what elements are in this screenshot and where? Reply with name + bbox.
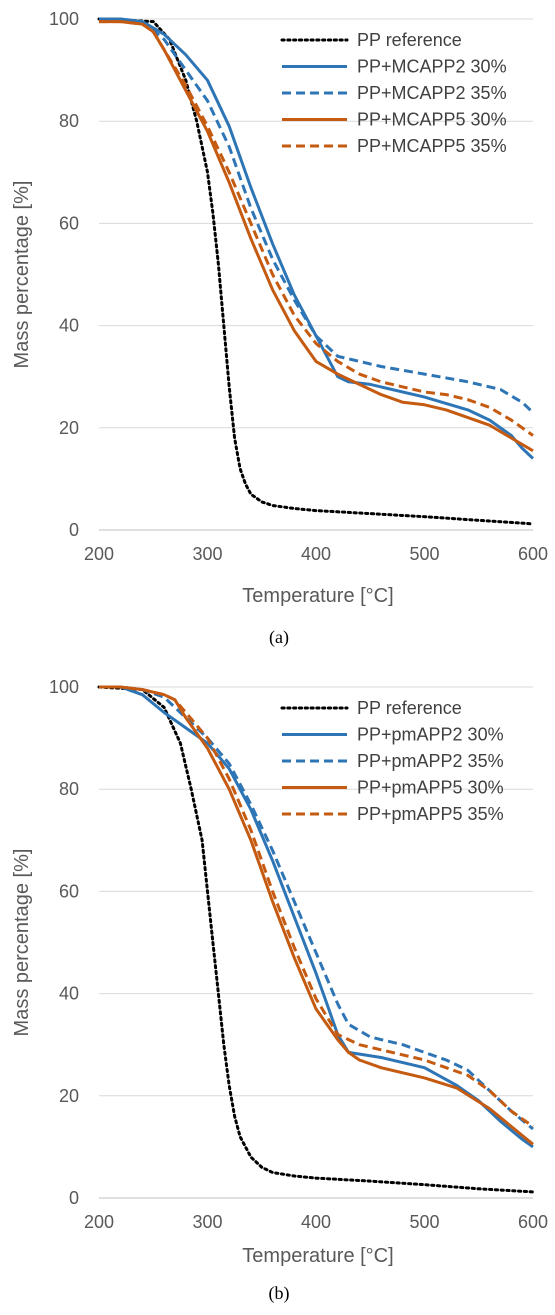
legend-label-pp-mcapp5-30: PP+MCAPP5 30% (357, 110, 507, 130)
x-tick-label-400: 400 (301, 544, 331, 564)
legend-label-pp-pmapp2-30: PP+pmAPP2 30% (357, 725, 504, 745)
legend: PP reference PP+pmAPP2 30% PP+pmAPP2 35% PP… (280, 698, 504, 824)
legend-label-pp-mcapp2-30: PP+MCAPP2 30% (357, 57, 507, 77)
series-line-pp-mcapp5-35 (99, 20, 534, 437)
series-line-pp-mcapp2-35 (99, 17, 535, 414)
y-tick-label-80: 80 (59, 111, 79, 131)
y-tick-label-20: 20 (59, 418, 79, 438)
y-axis-title: Mass percentage [%] (11, 181, 33, 369)
x-tick-label-200: 200 (84, 544, 114, 564)
x-tick-label-200: 200 (84, 1212, 114, 1232)
x-tick-label-500: 500 (409, 544, 439, 564)
x-tick-label-300: 300 (192, 544, 222, 564)
y-tick-label-40: 40 (59, 984, 79, 1004)
x-tick-label-600: 600 (518, 1212, 548, 1232)
series-line-pp-mcapp5-30 (99, 20, 534, 453)
x-tick-label-300: 300 (192, 1212, 222, 1232)
x-tick-label-400: 400 (301, 1212, 331, 1232)
legend-label-pp-mcapp5-35: PP+MCAPP5 35% (357, 136, 507, 156)
series-line-pp-pmapp5-35 (99, 685, 534, 1128)
legend-label-pp-reference: PP reference (357, 30, 462, 50)
legend-label-pp-mcapp2-35: PP+MCAPP2 35% (357, 83, 507, 103)
legend-label-pp-reference: PP reference (357, 698, 462, 718)
series-line-pp-pmapp5-30 (99, 685, 534, 1146)
x-axis-title: Temperature [°C] (242, 1245, 393, 1267)
series-line-pp-pmapp2-35 (99, 685, 534, 1131)
panel-caption: (b) (269, 1283, 290, 1304)
y-tick-label-0: 0 (69, 1188, 79, 1208)
y-tick-label-40: 40 (59, 316, 79, 336)
x-tick-label-500: 500 (409, 1212, 439, 1232)
chart-panel-a: 0 20 40 60 80 100 200 300 400 500 600 Temperature [… (11, 9, 548, 648)
x-tick-label-600: 600 (518, 544, 548, 564)
y-tick-label-60: 60 (59, 881, 79, 901)
y-tick-label-60: 60 (59, 213, 79, 233)
legend-label-pp-pmapp5-30: PP+pmAPP5 30% (357, 778, 504, 798)
y-tick-label-80: 80 (59, 779, 79, 799)
x-axis-title: Temperature [°C] (242, 585, 393, 607)
legend-label-pp-pmapp2-35: PP+pmAPP2 35% (357, 751, 504, 771)
legend-label-pp-pmapp5-35: PP+pmAPP5 35% (357, 804, 504, 824)
y-tick-label-100: 100 (49, 677, 79, 697)
panel-caption: (a) (269, 627, 289, 648)
y-tick-label-100: 100 (49, 9, 79, 29)
y-axis-title: Mass percentage [%] (11, 849, 33, 1037)
chart-panel-b: 0 20 40 60 80 100 200 300 400 500 600 Temperature [… (11, 677, 548, 1304)
y-tick-label-20: 20 (59, 1086, 79, 1106)
series-line-pp-reference (97, 685, 535, 1194)
y-tick-label-0: 0 (69, 520, 79, 540)
legend: PP reference PP+MCAPP2 30% PP+MCAPP2 35% PP… (280, 30, 507, 156)
